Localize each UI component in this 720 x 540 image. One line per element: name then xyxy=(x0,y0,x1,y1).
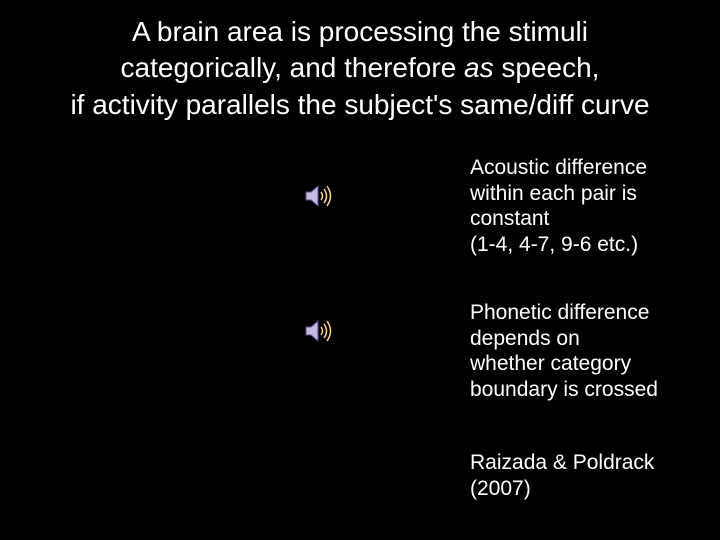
title-line-2a: categorically, and therefore xyxy=(121,52,464,83)
sound-icon[interactable] xyxy=(305,185,333,207)
sound-icon[interactable] xyxy=(305,320,333,342)
slide: A brain area is processing the stimuli c… xyxy=(0,0,720,540)
text-line: Phonetic difference xyxy=(470,301,649,324)
text-block-phonetic: Phonetic difference depends on whether c… xyxy=(470,300,700,402)
text-line: Raizada & Poldrack xyxy=(470,451,654,474)
title-line-2c: speech, xyxy=(494,52,600,83)
text-line: depends on xyxy=(470,327,580,350)
text-block-citation: Raizada & Poldrack (2007) xyxy=(470,450,700,501)
text-block-acoustic: Acoustic difference within each pair is … xyxy=(470,155,700,257)
text-line: Acoustic difference xyxy=(470,156,647,179)
text-line: (1-4, 4-7, 9-6 etc.) xyxy=(470,233,638,256)
text-line: boundary is crossed xyxy=(470,378,658,401)
text-line: within each pair is xyxy=(470,182,637,205)
text-line: whether category xyxy=(470,352,631,375)
text-line: constant xyxy=(470,207,549,230)
text-line: (2007) xyxy=(470,477,531,500)
title-line-1: A brain area is processing the stimuli xyxy=(132,16,588,47)
title-line-2b-italic: as xyxy=(464,52,494,83)
title-line-3: if activity parallels the subject's same… xyxy=(70,89,649,120)
slide-title: A brain area is processing the stimuli c… xyxy=(0,14,720,123)
